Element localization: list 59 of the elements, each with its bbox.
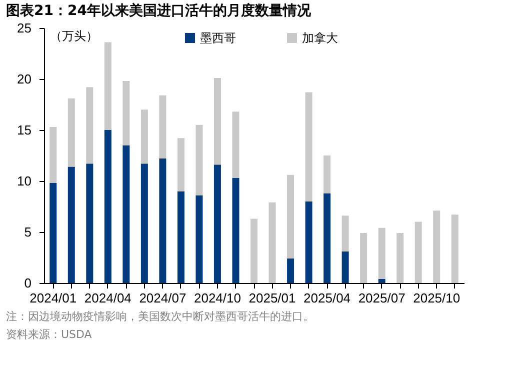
y-tick-label: 10 <box>17 174 32 188</box>
bar <box>140 164 148 283</box>
x-tick-label: 2025/07 <box>358 290 406 306</box>
bar <box>177 191 184 283</box>
x-tick-label: 2024/07 <box>139 290 186 306</box>
x-tick-label: 2024/04 <box>84 290 132 306</box>
bar <box>159 95 166 159</box>
bar <box>287 258 294 283</box>
x-tick-label: 2024/01 <box>30 290 77 306</box>
bar <box>68 98 75 167</box>
bar <box>305 201 312 283</box>
bar <box>86 87 94 164</box>
y-tick-label: 15 <box>17 122 32 138</box>
bar <box>104 42 112 130</box>
x-tick-label: 2024/10 <box>194 290 241 306</box>
y-tick-label: 20 <box>17 72 32 86</box>
bar <box>342 251 349 283</box>
y-tick-label: 5 <box>24 224 32 240</box>
bar <box>342 216 349 252</box>
bar <box>214 78 221 165</box>
text: 注：因边境动物疫情影响，美国数次中断对墨西哥活牛的进口。 <box>6 310 314 323</box>
bar <box>268 202 276 283</box>
bar <box>378 278 386 283</box>
bar <box>433 210 440 283</box>
bar <box>451 214 458 283</box>
bar <box>360 233 368 283</box>
bar <box>250 218 258 283</box>
bar <box>414 222 422 283</box>
bar <box>104 130 112 283</box>
x-tick-label: 2025/04 <box>304 290 351 306</box>
bar <box>68 166 75 283</box>
bar <box>122 145 130 283</box>
x-tick-label: 2025/10 <box>413 290 460 306</box>
y-tick-label: 25 <box>17 20 32 36</box>
bar <box>305 92 312 202</box>
x-tick-label: 2025/01 <box>248 290 296 306</box>
bar <box>177 138 184 192</box>
bar <box>232 112 240 178</box>
bar <box>324 156 331 194</box>
y-axis-title: （万头） <box>50 29 98 43</box>
bar <box>378 228 386 279</box>
bar <box>50 183 57 283</box>
legend-label: 加拿大 <box>302 31 338 45</box>
bar <box>159 158 166 283</box>
y-tick-label: 0 <box>24 276 32 290</box>
bar <box>396 233 404 283</box>
bar <box>287 174 294 259</box>
bar <box>196 195 203 283</box>
bar <box>324 193 331 283</box>
bar <box>50 126 57 184</box>
bar <box>232 178 240 283</box>
bar <box>122 81 130 146</box>
bar <box>86 164 94 283</box>
text: 资料来源：USDA <box>6 328 92 341</box>
bar <box>196 124 203 196</box>
legend-label: 墨西哥 <box>200 31 236 45</box>
bar <box>140 110 148 164</box>
bar <box>214 164 221 283</box>
chart-title: 图表21：24年以来美国进口活牛的月度数量情况 <box>6 2 312 19</box>
